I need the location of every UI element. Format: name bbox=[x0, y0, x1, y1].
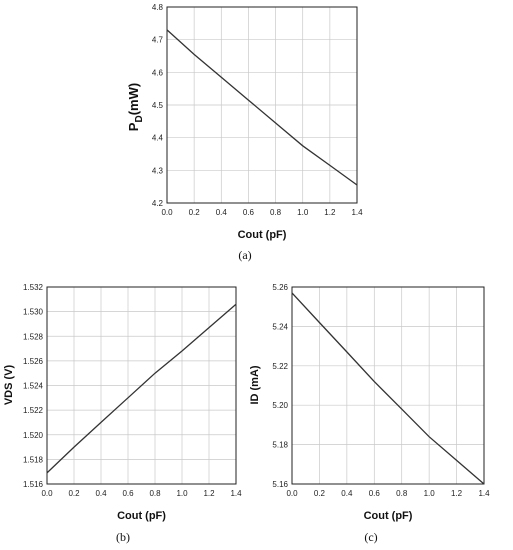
plot-frame-a bbox=[166, 6, 358, 204]
x-tick-label: 0.0 bbox=[286, 489, 298, 498]
plot-frame-b bbox=[46, 286, 237, 485]
y-tick-label: 4.4 bbox=[152, 134, 164, 143]
x-tick-label: 1.0 bbox=[424, 489, 436, 498]
y-axis-label: PD(mW) bbox=[126, 83, 145, 131]
plot-frame-c bbox=[291, 286, 485, 485]
y-tick-label: 1.518 bbox=[23, 455, 44, 464]
x-tick-label: 0.2 bbox=[189, 208, 201, 217]
y-tick-label: 4.6 bbox=[152, 68, 164, 77]
x-tick-label: 0.0 bbox=[161, 208, 173, 217]
x-axis-label: Cout (pF) bbox=[364, 510, 413, 522]
x-tick-label: 0.6 bbox=[243, 208, 255, 217]
y-tick-label: 5.18 bbox=[272, 441, 288, 450]
series-line-c bbox=[291, 292, 485, 485]
subfigure-caption: (a) bbox=[238, 248, 251, 262]
x-tick-label: 1.2 bbox=[203, 489, 215, 498]
x-tick-label: 1.0 bbox=[297, 208, 309, 217]
x-tick-label: 0.2 bbox=[314, 489, 326, 498]
y-tick-label: 1.532 bbox=[23, 283, 44, 292]
x-tick-label: 1.2 bbox=[324, 208, 336, 217]
x-tick-label: 0.0 bbox=[41, 489, 53, 498]
y-tick-label: 5.16 bbox=[272, 480, 288, 489]
x-tick-label: 0.4 bbox=[216, 208, 228, 217]
x-tick-label: 0.4 bbox=[341, 489, 353, 498]
x-tick-label: 0.4 bbox=[95, 489, 107, 498]
x-tick-label: 0.6 bbox=[369, 489, 381, 498]
x-tick-label: 0.8 bbox=[270, 208, 282, 217]
series-line-a bbox=[166, 29, 358, 186]
x-tick-label: 0.6 bbox=[122, 489, 134, 498]
y-tick-label: 1.522 bbox=[23, 406, 44, 415]
y-tick-label: 1.526 bbox=[23, 357, 44, 366]
subfigure-caption: (b) bbox=[116, 530, 130, 544]
y-tick-label: 4.2 bbox=[152, 199, 164, 208]
x-tick-label: 0.8 bbox=[149, 489, 161, 498]
y-tick-label: 1.530 bbox=[23, 308, 44, 317]
y-tick-label: 1.516 bbox=[23, 480, 44, 489]
y-tick-label: 4.7 bbox=[152, 36, 164, 45]
y-tick-label: 5.22 bbox=[272, 362, 288, 371]
series-line-b bbox=[46, 303, 237, 474]
y-tick-label: 5.24 bbox=[272, 322, 288, 331]
y-tick-label: 1.524 bbox=[23, 382, 44, 391]
x-tick-label: 1.0 bbox=[176, 489, 188, 498]
x-tick-label: 0.8 bbox=[396, 489, 408, 498]
y-tick-label: 1.520 bbox=[23, 431, 44, 440]
x-axis-label: Cout (pF) bbox=[238, 229, 287, 241]
x-tick-label: 1.4 bbox=[230, 489, 242, 498]
y-tick-label: 5.26 bbox=[272, 283, 288, 292]
x-tick-label: 0.2 bbox=[68, 489, 80, 498]
x-tick-label: 1.4 bbox=[351, 208, 363, 217]
y-tick-label: 1.528 bbox=[23, 332, 44, 341]
y-tick-label: 4.3 bbox=[152, 166, 164, 175]
x-axis-label: Cout (pF) bbox=[117, 510, 166, 522]
y-tick-label: 4.8 bbox=[152, 3, 164, 12]
y-axis-label: VDS (V) bbox=[3, 364, 15, 405]
y-tick-label: 5.20 bbox=[272, 401, 288, 410]
x-tick-label: 1.4 bbox=[478, 489, 490, 498]
y-tick-label: 4.5 bbox=[152, 101, 164, 110]
y-axis-label: ID (mA) bbox=[249, 365, 261, 404]
x-tick-label: 1.2 bbox=[451, 489, 463, 498]
subfigure-caption: (c) bbox=[364, 530, 377, 544]
